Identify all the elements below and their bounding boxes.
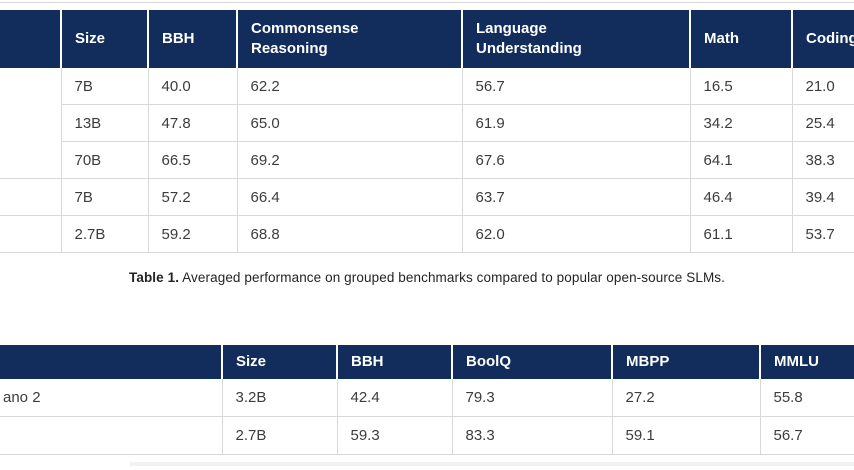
column-header: BoolQ — [452, 345, 613, 379]
value-cell: 39.4 — [792, 178, 854, 216]
column-header: Size — [222, 345, 338, 379]
value-cell: 61.1 — [690, 215, 793, 253]
value-cell: 3.2B — [222, 379, 338, 417]
column-header: Commonsense Reasoning — [237, 10, 463, 68]
model-name-cell — [0, 68, 62, 179]
value-cell: 65.0 — [237, 104, 463, 142]
value-cell: 46.4 — [690, 178, 793, 216]
value-cell: 34.2 — [690, 104, 793, 142]
value-cell: 59.1 — [612, 416, 761, 455]
model-name-cell — [0, 416, 223, 455]
benchmark-table-grouped: Size BBH Commonsense Reasoning Language Und… — [0, 10, 854, 253]
table-row: 13B 47.8 65.0 61.9 34.2 25.4 — [0, 104, 854, 142]
column-header: Math — [690, 10, 793, 68]
value-cell: 63.7 — [462, 178, 691, 216]
value-cell: 40.0 — [148, 68, 238, 105]
header-row: Size BBH Commonsense Reasoning Language Und… — [0, 10, 854, 68]
column-header: BBH — [148, 10, 238, 68]
value-cell: 47.8 — [148, 104, 238, 142]
page-top-divider — [0, 2, 854, 3]
model-name-cell — [0, 215, 62, 253]
value-cell: 13B — [61, 104, 149, 142]
table-row: 2.7B 59.2 68.8 62.0 61.1 53.7 — [0, 215, 854, 253]
header-row: Size BBH BoolQ MBPP MMLU — [0, 345, 854, 379]
value-cell: 68.8 — [237, 215, 463, 253]
table-row: 7B 40.0 62.2 56.7 16.5 21.0 — [0, 68, 854, 179]
value-cell: 27.2 — [612, 379, 761, 417]
value-cell: 2.7B — [222, 416, 338, 455]
value-cell: 70B — [61, 141, 149, 179]
model-name-cell — [0, 178, 62, 216]
value-cell: 59.3 — [337, 416, 453, 455]
column-header — [0, 345, 223, 379]
value-cell: 57.2 — [148, 178, 238, 216]
table-row: ano 2 3.2B 42.4 79.3 27.2 55.8 — [0, 379, 854, 417]
value-cell: 69.2 — [237, 141, 463, 179]
column-header: MMLU — [760, 345, 854, 379]
value-cell: 16.5 — [690, 68, 793, 105]
value-cell: 83.3 — [452, 416, 613, 455]
caption-text: Averaged performance on grouped benchmar… — [179, 270, 725, 285]
column-header: Coding — [792, 10, 854, 68]
column-header: BBH — [337, 345, 453, 379]
value-cell: 7B — [61, 178, 149, 216]
value-cell: 61.9 — [462, 104, 691, 142]
value-cell: 79.3 — [452, 379, 613, 417]
value-cell: 66.5 — [148, 141, 238, 179]
value-cell: 62.2 — [237, 68, 463, 105]
column-header: Size — [61, 10, 149, 68]
model-name-cell: ano 2 — [0, 379, 223, 417]
column-header — [0, 10, 62, 68]
value-cell: 56.7 — [760, 416, 854, 455]
value-cell: 42.4 — [337, 379, 453, 417]
table-row: 70B 66.5 69.2 67.6 64.1 38.3 — [0, 141, 854, 179]
caption-label: Table 1. — [129, 270, 180, 285]
value-cell: 21.0 — [792, 68, 854, 105]
column-header: Language Understanding — [462, 10, 691, 68]
benchmark-table-gemini-comparison: Size BBH BoolQ MBPP MMLU ano 2 3.2B 42.4 79.3 27.… — [0, 345, 854, 455]
value-cell: 66.4 — [237, 178, 463, 216]
table-1-caption: Table 1. Averaged performance on grouped… — [0, 270, 854, 285]
value-cell: 62.0 — [462, 215, 691, 253]
value-cell: 53.7 — [792, 215, 854, 253]
value-cell: 56.7 — [462, 68, 691, 105]
value-cell: 38.3 — [792, 141, 854, 179]
next-section-edge — [130, 462, 854, 466]
value-cell: 25.4 — [792, 104, 854, 142]
value-cell: 59.2 — [148, 215, 238, 253]
value-cell: 67.6 — [462, 141, 691, 179]
table-row: 2.7B 59.3 83.3 59.1 56.7 — [0, 416, 854, 455]
column-header: MBPP — [612, 345, 761, 379]
value-cell: 64.1 — [690, 141, 793, 179]
value-cell: 55.8 — [760, 379, 854, 417]
table-row: 7B 57.2 66.4 63.7 46.4 39.4 — [0, 178, 854, 216]
value-cell: 7B — [61, 68, 149, 105]
value-cell: 2.7B — [61, 215, 149, 253]
